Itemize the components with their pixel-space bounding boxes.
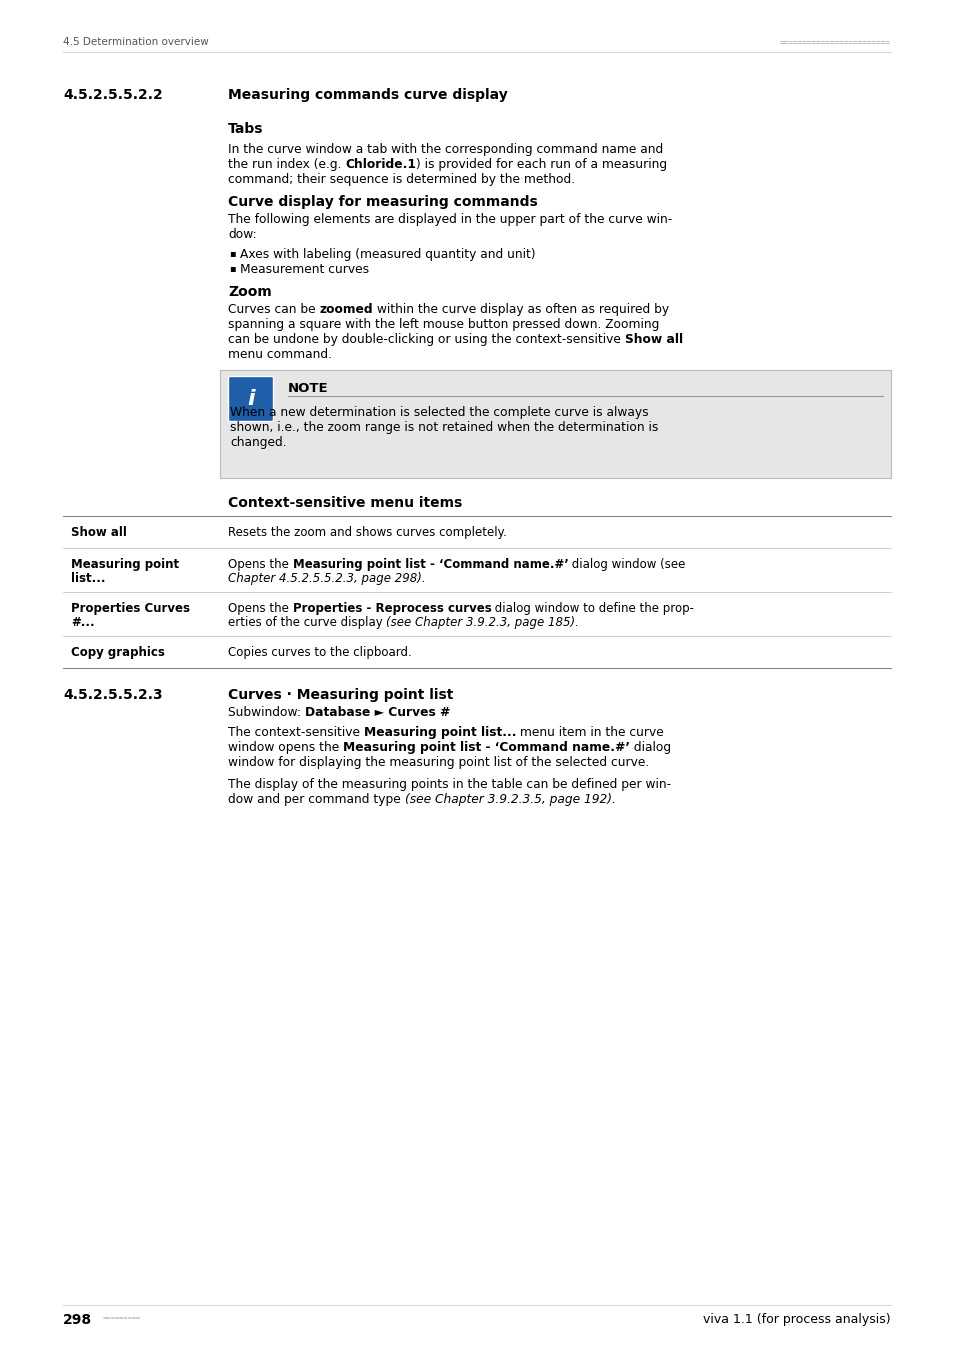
Text: dow and per command type: dow and per command type: [228, 792, 404, 806]
Text: i: i: [247, 389, 254, 409]
Text: Measuring commands curve display: Measuring commands curve display: [228, 88, 507, 103]
Text: dialog: dialog: [630, 741, 671, 755]
Text: ▪: ▪: [229, 248, 235, 258]
Text: ========================: ========================: [780, 38, 890, 47]
Text: 4.5.2.5.5.2.3: 4.5.2.5.5.2.3: [63, 688, 162, 702]
Text: the run index (e.g.: the run index (e.g.: [228, 158, 345, 171]
Text: When a new determination is selected the complete curve is always: When a new determination is selected the…: [230, 406, 648, 418]
Text: Measuring point list...: Measuring point list...: [363, 726, 516, 738]
Text: Copies curves to the clipboard.: Copies curves to the clipboard.: [228, 647, 412, 659]
Text: 4.5.2.5.5.2.2: 4.5.2.5.5.2.2: [63, 88, 163, 103]
Bar: [220, 370, 890, 478]
Text: window for displaying the measuring point list of the selected curve.: window for displaying the measuring poin…: [228, 756, 649, 770]
Text: changed.: changed.: [230, 436, 286, 450]
Text: Opens the: Opens the: [228, 558, 293, 571]
Text: dow:: dow:: [228, 228, 256, 242]
Text: Chloride.1: Chloride.1: [345, 158, 416, 171]
Text: The following elements are displayed in the upper part of the curve win-: The following elements are displayed in …: [228, 213, 672, 225]
Text: zoomed: zoomed: [319, 302, 373, 316]
Text: dialog window (see: dialog window (see: [568, 558, 685, 571]
Text: viva 1.1 (for process analysis): viva 1.1 (for process analysis): [702, 1314, 890, 1326]
Text: Resets the zoom and shows curves completely.: Resets the zoom and shows curves complet…: [228, 526, 506, 539]
Text: NOTE: NOTE: [288, 382, 328, 396]
Text: dialog window to define the prop-: dialog window to define the prop-: [491, 602, 694, 616]
Text: command; their sequence is determined by the method.: command; their sequence is determined by…: [228, 173, 575, 186]
FancyBboxPatch shape: [229, 377, 274, 421]
Text: Axes with labeling (measured quantity and unit): Axes with labeling (measured quantity an…: [240, 248, 535, 261]
Text: Database ► Curves #: Database ► Curves #: [304, 706, 450, 720]
Text: Measuring point list - ‘Command name.#’: Measuring point list - ‘Command name.#’: [343, 741, 630, 755]
Text: Measurement curves: Measurement curves: [240, 263, 369, 275]
Text: Show all: Show all: [624, 333, 682, 346]
Text: Curves · Measuring point list: Curves · Measuring point list: [228, 688, 453, 702]
Text: =========: =========: [103, 1315, 141, 1322]
Text: Context-sensitive menu items: Context-sensitive menu items: [228, 495, 462, 510]
Text: Opens the: Opens the: [228, 602, 293, 616]
Text: within the curve display as often as required by: within the curve display as often as req…: [373, 302, 669, 316]
Text: Subwindow:: Subwindow:: [228, 706, 304, 720]
Text: can be undone by double-clicking or using the context-sensitive: can be undone by double-clicking or usin…: [228, 333, 624, 346]
Text: Measuring point list - ‘Command name.#’: Measuring point list - ‘Command name.#’: [293, 558, 568, 571]
Text: Tabs: Tabs: [228, 122, 263, 136]
Text: ▪: ▪: [229, 263, 235, 273]
Text: The display of the measuring points in the table can be defined per win-: The display of the measuring points in t…: [228, 778, 670, 791]
Text: Curve display for measuring commands: Curve display for measuring commands: [228, 194, 537, 209]
Text: menu command.: menu command.: [228, 348, 332, 360]
Text: Show all: Show all: [71, 526, 127, 539]
Text: Copy graphics: Copy graphics: [71, 647, 165, 659]
Text: ) is provided for each run of a measuring: ) is provided for each run of a measurin…: [416, 158, 667, 171]
Text: window opens the: window opens the: [228, 741, 343, 755]
Text: (see Chapter 3.9.2.3.5, page 192).: (see Chapter 3.9.2.3.5, page 192).: [404, 792, 615, 806]
Text: The context-sensitive: The context-sensitive: [228, 726, 363, 738]
Text: Properties - Reprocess curves: Properties - Reprocess curves: [293, 602, 491, 616]
Text: Curves can be: Curves can be: [228, 302, 319, 316]
Text: In the curve window a tab with the corresponding command name and: In the curve window a tab with the corre…: [228, 143, 662, 157]
Text: 4.5 Determination overview: 4.5 Determination overview: [63, 36, 209, 47]
Text: spanning a square with the left mouse button pressed down. Zooming: spanning a square with the left mouse bu…: [228, 319, 659, 331]
Text: 298: 298: [63, 1314, 92, 1327]
Text: Properties Curves: Properties Curves: [71, 602, 190, 616]
Text: Measuring point: Measuring point: [71, 558, 179, 571]
Text: Zoom: Zoom: [228, 285, 272, 298]
Text: #...: #...: [71, 616, 94, 629]
Text: shown, i.e., the zoom range is not retained when the determination is: shown, i.e., the zoom range is not retai…: [230, 421, 658, 433]
Text: Chapter 4.5.2.5.5.2.3, page 298).: Chapter 4.5.2.5.5.2.3, page 298).: [228, 572, 425, 585]
Text: erties of the curve display: erties of the curve display: [228, 616, 386, 629]
Text: menu item in the curve: menu item in the curve: [516, 726, 663, 738]
Text: list...: list...: [71, 572, 106, 585]
Text: (see Chapter 3.9.2.3, page 185).: (see Chapter 3.9.2.3, page 185).: [386, 616, 578, 629]
